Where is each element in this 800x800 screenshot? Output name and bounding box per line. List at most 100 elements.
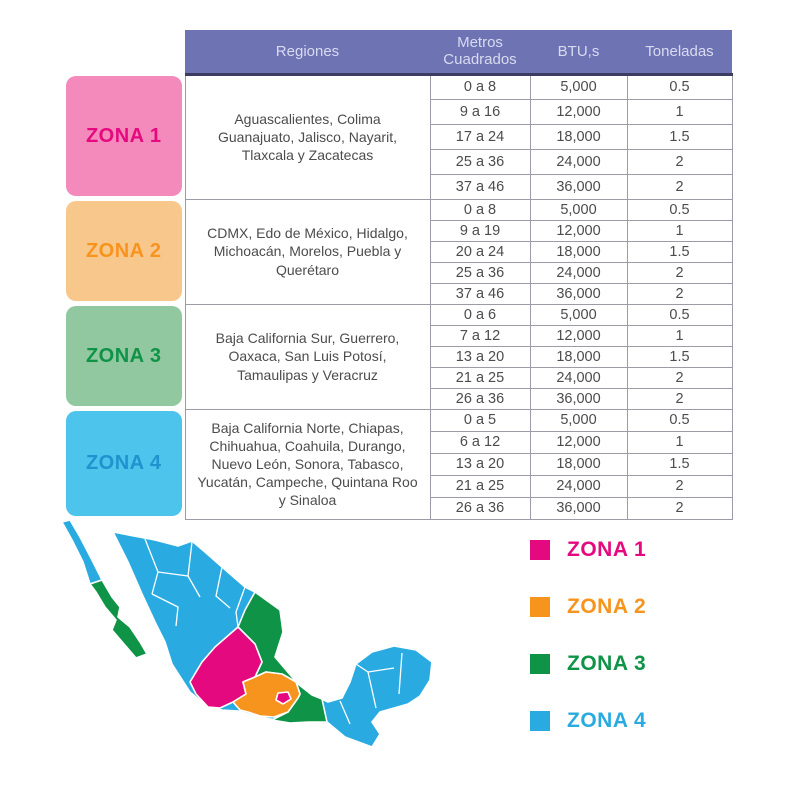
table-row: 25 a 36 24,000 2	[65, 261, 733, 284]
table-header-row: Regiones Metros Cuadrados BTU,s Tonelada…	[65, 30, 732, 76]
zone-legend: ZONA 1 ZONA 2 ZONA 3 ZONA 4	[530, 538, 647, 767]
legend-swatch-zona4	[530, 711, 550, 731]
cell-metros: 21 a 25	[429, 474, 531, 498]
cell-metros: 9 a 19	[429, 219, 531, 242]
cell-toneladas: 2	[626, 282, 733, 305]
zone-2-cell: ZONA 2	[65, 199, 185, 304]
cell-toneladas: 1.5	[626, 452, 733, 476]
cell-metros: 17 a 24	[429, 123, 531, 150]
table-row: 26 a 36 36,000 2	[65, 496, 733, 520]
cell-toneladas: 2	[626, 496, 733, 520]
cell-btu: 5,000	[529, 198, 628, 221]
cell-toneladas: 1	[626, 324, 733, 347]
legend-item-zona3: ZONA 3	[530, 652, 647, 675]
table-row: 21 a 25 24,000 2	[65, 474, 733, 498]
cell-metros: 13 a 20	[429, 345, 531, 368]
cell-toneladas: 1.5	[626, 345, 733, 368]
zone-3-regions: Baja California Sur, Guerrero, Oaxaca, S…	[184, 303, 431, 410]
cell-toneladas: 2	[626, 148, 733, 175]
cell-btu: 12,000	[529, 219, 628, 242]
header-regiones: Regiones	[185, 30, 430, 76]
cell-btu: 36,000	[529, 173, 628, 200]
legend-label-zona1: ZONA 1	[567, 538, 647, 561]
map-region-zona2-central	[232, 671, 301, 718]
table-row: 13 a 20 18,000 1.5	[65, 345, 733, 368]
cell-metros: 20 a 24	[429, 240, 531, 263]
cell-toneladas: 2	[626, 261, 733, 284]
cell-metros: 0 a 8	[429, 73, 531, 100]
legend-item-zona1: ZONA 1	[530, 538, 647, 561]
cell-btu: 18,000	[529, 345, 628, 368]
header-btus: BTU,s	[530, 30, 627, 76]
cell-btu: 24,000	[529, 366, 628, 389]
cell-metros: 6 a 12	[429, 430, 531, 454]
cell-btu: 18,000	[529, 452, 628, 476]
cell-toneladas: 1.5	[626, 240, 733, 263]
cell-btu: 12,000	[529, 98, 628, 125]
map-region-zona4-baja-norte	[61, 519, 103, 585]
table-row: 37 a 46 36,000 2	[65, 173, 733, 200]
legend-label-zona2: ZONA 2	[567, 595, 647, 618]
cell-btu: 5,000	[529, 303, 628, 326]
table-row: 17 a 24 18,000 1.5	[65, 123, 733, 150]
legend-label-zona3: ZONA 3	[567, 652, 647, 675]
cell-metros: 25 a 36	[429, 148, 531, 175]
cell-toneladas: 1	[626, 219, 733, 242]
table-row: 26 a 36 36,000 2	[65, 387, 733, 410]
cell-toneladas: 0.5	[626, 303, 733, 326]
mexico-map-svg	[61, 519, 433, 748]
cell-btu: 5,000	[529, 408, 628, 432]
zones-table: Regiones Metros Cuadrados BTU,s Tonelada…	[65, 30, 733, 520]
cell-btu: 24,000	[529, 474, 628, 498]
cell-btu: 12,000	[529, 430, 628, 454]
cell-btu: 24,000	[529, 261, 628, 284]
cell-btu: 36,000	[529, 387, 628, 410]
zone-1-cell: ZONA 1	[65, 74, 185, 199]
cell-toneladas: 1	[626, 430, 733, 454]
cell-toneladas: 2	[626, 474, 733, 498]
map-region-zona3-baja-sur	[89, 579, 148, 659]
legend-item-zona2: ZONA 2	[530, 595, 647, 618]
cell-btu: 18,000	[529, 240, 628, 263]
zone-1-label: ZONA 1	[66, 76, 182, 196]
table-row: 9 a 16 12,000 1	[65, 98, 733, 125]
cell-btu: 36,000	[529, 496, 628, 520]
cell-metros: 25 a 36	[429, 261, 531, 284]
zone-4-regions: Baja California Norte, Chiapas, Chihuahu…	[184, 408, 431, 520]
cell-metros: 37 a 46	[429, 282, 531, 305]
cell-btu: 12,000	[529, 324, 628, 347]
cell-metros: 9 a 16	[429, 98, 531, 125]
zone-3-cell: ZONA 3	[65, 304, 185, 409]
table-row: ZONA 3 Baja California Sur, Guerrero, Oa…	[65, 303, 733, 410]
cell-btu: 18,000	[529, 123, 628, 150]
table-row: 7 a 12 12,000 1	[65, 324, 733, 347]
table-row: 6 a 12 12,000 1	[65, 430, 733, 454]
header-corner-spacer	[65, 30, 185, 74]
cell-toneladas: 1.5	[626, 123, 733, 150]
zone-4-label: ZONA 4	[66, 411, 182, 516]
zone-3-label: ZONA 3	[66, 306, 182, 406]
cell-toneladas: 0.5	[626, 408, 733, 432]
cell-metros: 13 a 20	[429, 452, 531, 476]
cell-toneladas: 1	[626, 98, 733, 125]
zone-2-regions: CDMX, Edo de México, Hidalgo, Michoacán,…	[184, 198, 431, 305]
cell-metros: 26 a 36	[429, 387, 531, 410]
legend-label-zona4: ZONA 4	[567, 709, 647, 732]
zone-1-regions: Aguascalientes, Colima Guanajuato, Jalis…	[184, 73, 431, 200]
legend-swatch-zona2	[530, 597, 550, 617]
cell-metros: 7 a 12	[429, 324, 531, 347]
table-row: 37 a 46 36,000 2	[65, 282, 733, 305]
table-row: ZONA 4 Baja California Norte, Chiapas, C…	[65, 408, 733, 520]
header-toneladas: Toneladas	[627, 30, 732, 76]
cell-metros: 0 a 8	[429, 198, 531, 221]
cell-btu: 5,000	[529, 73, 628, 100]
map-region-zona1-tlaxcala	[275, 691, 292, 705]
cell-toneladas: 2	[626, 173, 733, 200]
header-metros-cuadrados: Metros Cuadrados	[430, 30, 530, 76]
legend-item-zona4: ZONA 4	[530, 709, 647, 732]
table-row: 20 a 24 18,000 1.5	[65, 240, 733, 263]
legend-swatch-zona3	[530, 654, 550, 674]
table-row: 21 a 25 24,000 2	[65, 366, 733, 389]
cell-toneladas: 2	[626, 387, 733, 410]
